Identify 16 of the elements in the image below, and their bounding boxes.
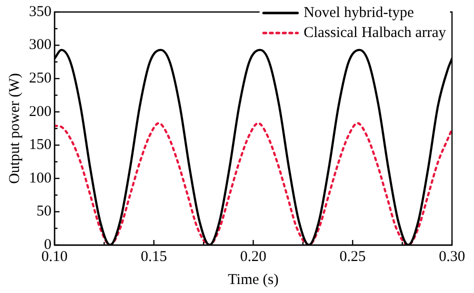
y-tick-label: 300 (29, 37, 52, 54)
y-tick-label: 50 (36, 204, 52, 220)
y-tick-label: 200 (29, 104, 52, 120)
x-tick-label: 0.30 (438, 248, 466, 265)
x-axis-title: Time (s) (228, 272, 279, 288)
y-tick-label: 100 (29, 170, 52, 186)
x-tick-label: 0.20 (240, 248, 266, 265)
x-tick-label: 0.10 (41, 248, 68, 265)
y-tick-label: 150 (29, 137, 52, 154)
y-tick-label: 250 (29, 70, 52, 87)
legend-label: Novel hybrid-type (304, 4, 414, 21)
legend-label: Classical Halbach array (304, 24, 446, 41)
x-tick-label: 0.25 (340, 248, 366, 265)
x-tick-label: 0.15 (140, 248, 167, 265)
y-tick-label: 350 (29, 4, 52, 20)
y-axis-title: Output power (W) (6, 73, 23, 184)
